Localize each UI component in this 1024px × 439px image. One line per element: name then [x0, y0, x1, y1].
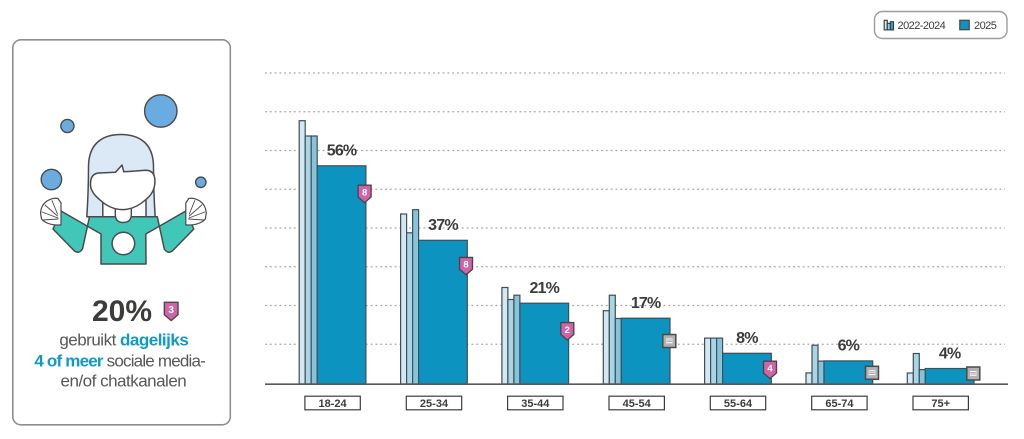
svg-text:17%: 17% — [631, 295, 661, 312]
svg-text:21%: 21% — [529, 280, 559, 297]
svg-text:2: 2 — [565, 325, 570, 336]
svg-text:gebruikt dagelijks: gebruikt dagelijks — [59, 331, 188, 350]
svg-text:6%: 6% — [838, 338, 860, 355]
svg-text:8: 8 — [362, 187, 367, 198]
svg-text:2022-2024: 2022-2024 — [898, 20, 946, 32]
svg-text:35-44: 35-44 — [521, 398, 550, 410]
svg-text:18-24: 18-24 — [319, 398, 348, 410]
svg-text:8%: 8% — [736, 330, 758, 347]
svg-text:4%: 4% — [939, 345, 961, 362]
svg-text:37%: 37% — [428, 217, 458, 234]
svg-text:20%: 20% — [92, 295, 152, 328]
svg-text:en/of chatkanalen: en/of chatkanalen — [61, 372, 187, 391]
svg-text:45-54: 45-54 — [623, 398, 652, 410]
svg-text:25-34: 25-34 — [420, 398, 449, 410]
svg-text:65-74: 65-74 — [825, 398, 854, 410]
svg-text:4: 4 — [767, 363, 773, 374]
svg-text:75+: 75+ — [931, 398, 950, 410]
svg-text:55-64: 55-64 — [724, 398, 753, 410]
svg-text:3: 3 — [168, 305, 174, 316]
svg-text:4 of meer sociale media-: 4 of meer sociale media- — [34, 352, 205, 371]
svg-text:2025: 2025 — [974, 20, 997, 32]
svg-text:8: 8 — [463, 260, 468, 271]
svg-text:56%: 56% — [327, 143, 357, 160]
